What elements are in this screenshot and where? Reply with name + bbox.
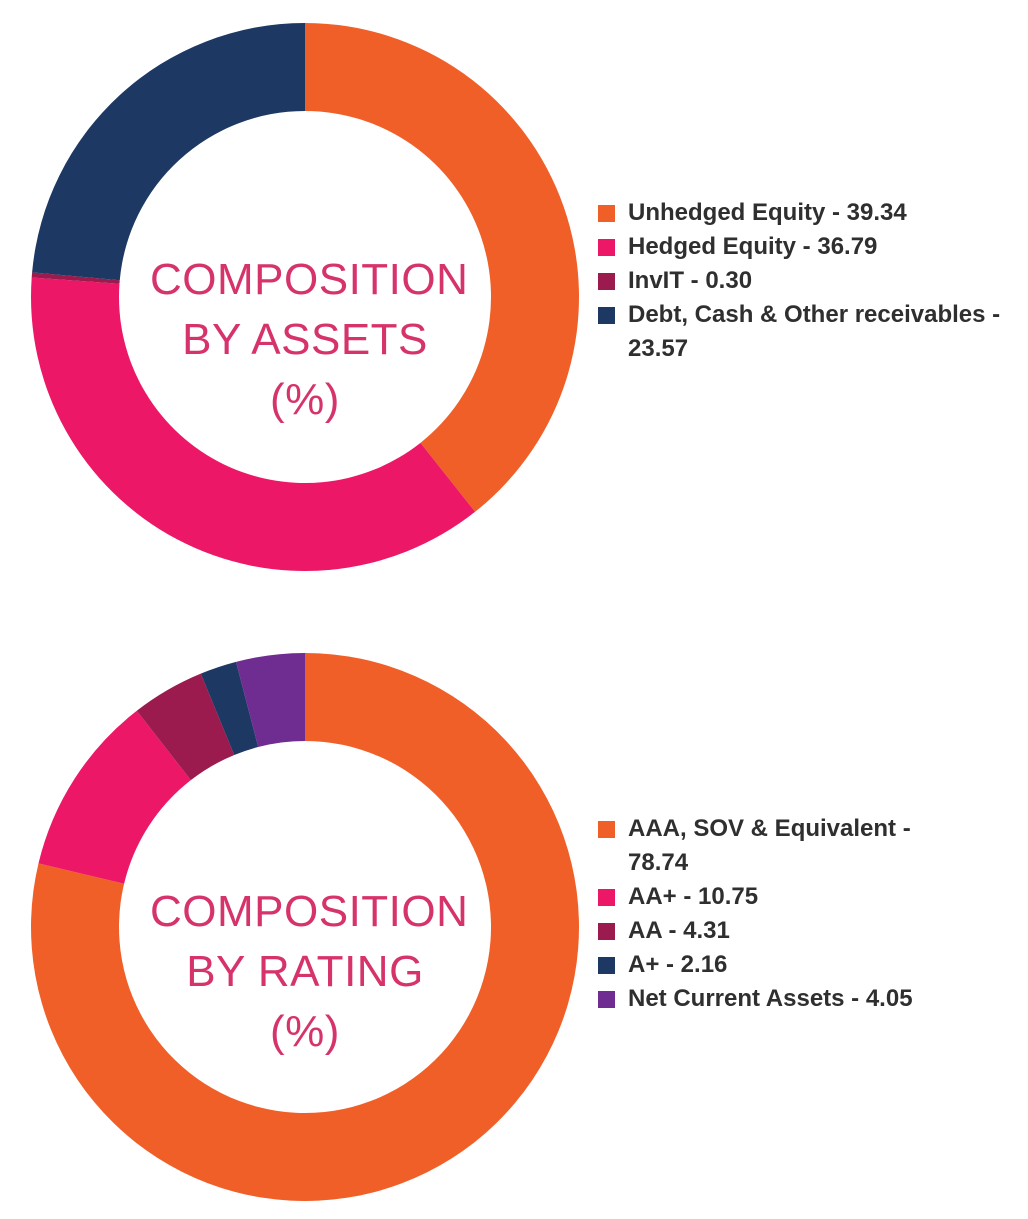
legend-item: AAA, SOV & Equivalent - 78.74 <box>598 812 958 880</box>
donut-slice-net-current-assets <box>236 653 305 747</box>
legend-swatch <box>598 957 615 974</box>
legend-label: InvIT - 0.30 <box>628 267 753 294</box>
legend-label: AAA, SOV & Equivalent - 78.74 <box>628 815 911 876</box>
legend-item: InvIT - 0.30 <box>598 264 1018 298</box>
legend-item: Net Current Assets - 4.05 <box>598 982 958 1016</box>
legend-item: A+ - 2.16 <box>598 948 958 982</box>
donut-slice-aaa-sov-equivalent <box>31 653 579 1201</box>
legend-swatch <box>598 239 615 256</box>
rating-title-line-3: (%) <box>270 1007 340 1056</box>
legend-item: Unhedged Equity - 39.34 <box>598 196 1018 230</box>
assets-donut <box>31 23 579 571</box>
assets-title-line-2: BY ASSETS <box>182 315 428 364</box>
legend-item: Debt, Cash & Other receivables - 23.57 <box>598 298 1018 366</box>
legend-label: AA+ - 10.75 <box>628 883 759 910</box>
legend-swatch <box>598 991 615 1008</box>
assets-title-line-3: (%) <box>270 375 340 424</box>
rating-title-line-2: BY RATING <box>186 947 424 996</box>
legend-label: Hedged Equity - 36.79 <box>628 233 878 260</box>
rating-center-title: COMPOSITION BY RATING (%) <box>150 882 469 1062</box>
rating-donut <box>31 653 579 1201</box>
legend-swatch <box>598 923 615 940</box>
assets-center-title: COMPOSITION BY ASSETS (%) <box>150 250 469 430</box>
legend-item: AA+ - 10.75 <box>598 880 958 914</box>
legend-label: Net Current Assets - 4.05 <box>628 985 913 1012</box>
legend-swatch <box>598 889 615 906</box>
legend-label: Debt, Cash & Other receivables - 23.57 <box>628 301 1001 362</box>
legend-label: AA - 4.31 <box>628 917 730 944</box>
legend-item: AA - 4.31 <box>598 914 958 948</box>
rating-title-line-1: COMPOSITION <box>150 887 469 936</box>
legend-swatch <box>598 821 615 838</box>
assets-composition-chart: COMPOSITION BY ASSETS (%) Unhedged Equit… <box>0 0 1028 600</box>
legend-swatch <box>598 205 615 222</box>
donut-slice-aa <box>38 710 191 884</box>
rating-composition-chart: COMPOSITION BY RATING (%) AAA, SOV & Equ… <box>0 620 1028 1219</box>
assets-legend: Unhedged Equity - 39.34 Hedged Equity - … <box>598 196 1018 366</box>
legend-item: Hedged Equity - 36.79 <box>598 230 1018 264</box>
donut-slice-a <box>200 661 259 755</box>
assets-title-line-1: COMPOSITION <box>150 255 469 304</box>
donut-slice-invit <box>31 272 120 284</box>
donut-slice-aa <box>136 673 235 781</box>
donut-slice-hedged-equity <box>31 277 476 571</box>
legend-label: Unhedged Equity - 39.34 <box>628 199 907 226</box>
legend-swatch <box>598 307 615 324</box>
legend-label: A+ - 2.16 <box>628 951 728 978</box>
legend-swatch <box>598 273 615 290</box>
donut-slice-debt-cash-other-receivables <box>32 23 305 281</box>
rating-legend: AAA, SOV & Equivalent - 78.74 AA+ - 10.7… <box>598 812 958 1016</box>
donut-slice-unhedged-equity <box>305 23 579 512</box>
